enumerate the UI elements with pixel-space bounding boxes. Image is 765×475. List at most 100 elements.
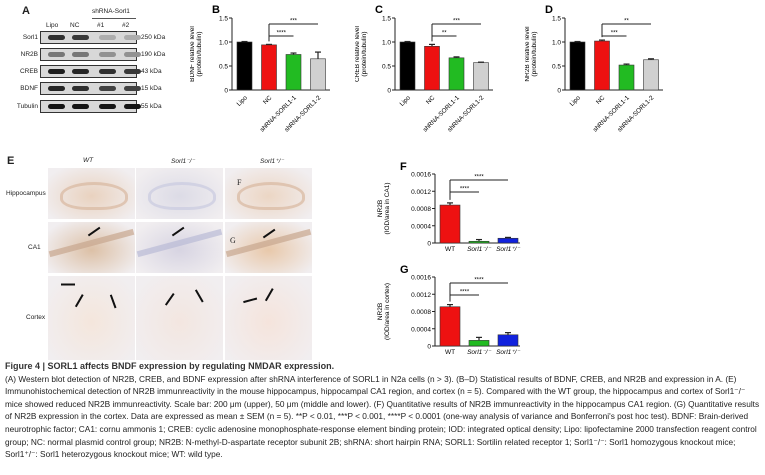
y-axis-label-units: (protein/tubulin) (196, 31, 203, 76)
significance-label: ** (624, 19, 629, 25)
bar (439, 306, 461, 347)
blot-kda-label: 15 kDa (141, 85, 162, 92)
bar (261, 44, 277, 91)
arrow-icon (242, 297, 257, 303)
hippocampus-structure (237, 182, 305, 210)
x-tick-label: WT (445, 246, 455, 253)
group-divider (92, 18, 136, 19)
protein-band (99, 69, 116, 74)
y-tick-label: 0.5 (552, 64, 561, 71)
protein-band (99, 86, 116, 91)
blot-row-label: CREB (19, 68, 38, 75)
protein-band (48, 52, 65, 57)
y-tick-label: 0.0004 (411, 326, 431, 333)
y-tick-label: 0 (224, 88, 228, 95)
bar (399, 41, 416, 91)
bar (468, 340, 490, 347)
y-tick-label: 0.0012 (411, 292, 431, 299)
panel-label: B (212, 4, 220, 16)
blot-kda-label: 43 kDa (141, 68, 162, 75)
y-tick-label: 0 (427, 241, 431, 248)
panel-label-a: A (22, 5, 30, 17)
y-tick-label: 1.5 (552, 16, 561, 23)
bar (594, 40, 610, 91)
arrow-icon (172, 227, 185, 237)
y-tick-label: 0.0016 (411, 275, 431, 282)
protein-band (48, 104, 65, 109)
hippocampus-structure (148, 182, 216, 210)
lane-label: #1 (97, 22, 105, 29)
blot-row (40, 31, 141, 44)
bar (569, 41, 586, 91)
y-axis-label: CREB relative level (355, 25, 361, 82)
protein-band (48, 35, 65, 40)
histology-image (136, 168, 223, 219)
significance-label: ** (442, 31, 447, 37)
significance-label: *** (290, 19, 298, 25)
blot-kda-label: 55 kDa (141, 103, 162, 110)
y-axis-label-units: (protein/tubulin) (531, 31, 538, 76)
protein-band (48, 86, 65, 91)
x-tick-label: Lipo (569, 94, 583, 108)
y-tick-label: 0.0016 (411, 172, 431, 179)
significance-label: **** (460, 290, 470, 296)
chart-d: D 0 0.5 1.0 1.5 NR2B relative level (protein/t… (525, 4, 663, 134)
histology-image (48, 276, 135, 360)
arrow-icon (87, 227, 101, 237)
blot-row-label: NR2B (20, 51, 38, 58)
significance-label: **** (474, 278, 484, 284)
panel-label: C (375, 4, 383, 16)
significance-label: **** (277, 31, 287, 37)
blot-row-label: Sorl1 (22, 34, 38, 41)
arrow-icon (263, 229, 276, 239)
protein-band (72, 69, 89, 74)
y-axis-label-units: (protein/tubulin) (361, 31, 368, 76)
significance-label: **** (460, 187, 470, 193)
arrow-icon (110, 294, 117, 309)
bar (448, 57, 465, 91)
histology-image (136, 222, 223, 273)
y-tick-label: 1.0 (552, 40, 561, 47)
overlay-letter: F (237, 178, 242, 187)
caption-body: (A) Western blot detection of NR2B, CREB… (5, 373, 760, 460)
blot-row (40, 65, 141, 78)
row-label: Cortex (26, 314, 46, 321)
x-tick-label: Sorl1⁻/⁻ (467, 349, 491, 356)
histology-image (225, 276, 312, 360)
x-tick-label: WT (445, 349, 455, 356)
blot-kda-label: 190 kDa (141, 51, 166, 58)
protein-band (99, 35, 116, 40)
blot-row-label: Tubulin (16, 103, 38, 110)
lane-label: Lipo (46, 22, 59, 29)
protein-band (99, 52, 116, 57)
chart-b: B 0 0.5 1.0 1.5 BDNF relative level (protein/t… (190, 4, 330, 134)
arrow-icon (60, 284, 75, 286)
significance-label: **** (474, 175, 484, 181)
lane-label: NC (70, 22, 80, 29)
protein-band (72, 35, 89, 40)
protein-band (72, 52, 89, 57)
x-tick-label: Sorl1⁺/⁻ (496, 349, 520, 356)
x-tick-label: NC (595, 94, 607, 106)
panel-label: F (400, 161, 407, 173)
protein-band (124, 86, 141, 91)
bar (468, 240, 490, 244)
bar (310, 58, 326, 91)
blot-row (40, 82, 141, 95)
hippocampus-structure (60, 182, 128, 210)
x-tick-label: Lipo (236, 94, 250, 108)
blot-kda-label: 250 kDa (141, 34, 166, 41)
y-tick-label: 1.0 (382, 40, 391, 47)
y-axis-label: NR2B (377, 200, 384, 217)
row-label: CA1 (28, 243, 41, 251)
bar (424, 46, 440, 91)
arrow-icon (265, 288, 274, 301)
histology-image (225, 222, 312, 273)
arrow-icon (165, 292, 175, 306)
y-tick-label: 0.5 (382, 64, 391, 71)
bar (497, 237, 519, 244)
column-label: Sorl1⁻/⁻ (171, 158, 195, 165)
y-axis-label-units: (IOD/area in cortex) (384, 283, 391, 340)
histology-image (48, 168, 135, 219)
blot-row (40, 100, 141, 113)
